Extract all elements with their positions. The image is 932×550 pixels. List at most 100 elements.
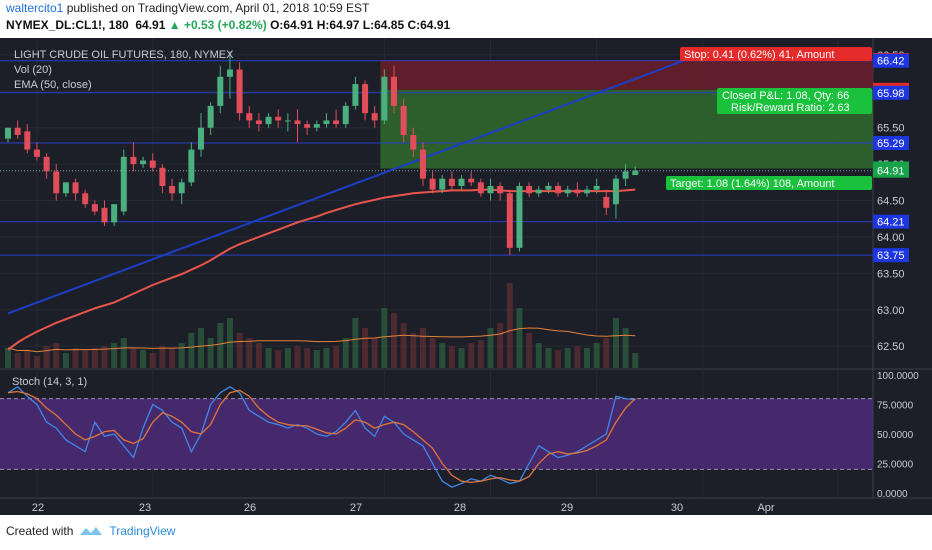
candle-body [632, 170, 639, 176]
candle-body [391, 76, 397, 106]
stop-label-box [680, 47, 872, 61]
pnl-box [717, 88, 872, 114]
candle-body [516, 185, 523, 248]
candle-body [169, 185, 176, 194]
candle-body [246, 113, 253, 121]
candle-body [82, 193, 89, 205]
volume-bar [448, 346, 455, 368]
candle-body [62, 182, 69, 194]
candle-body [612, 178, 619, 205]
indicator-vol-label: Vol (20) [14, 64, 52, 76]
candle-body [130, 156, 137, 165]
date-label: 27 [350, 502, 362, 514]
price-badge [873, 53, 909, 68]
candle-body [603, 196, 610, 208]
volume-bar [342, 338, 349, 368]
price-badge-label: 66.42 [877, 56, 905, 68]
volume-bar [410, 333, 417, 368]
candle-body [429, 178, 436, 190]
indicator-ema-label: EMA (50, close) [14, 79, 92, 91]
price-tick-label: 65.50 [877, 123, 905, 135]
candle-body [275, 116, 282, 121]
target-label-box [666, 176, 872, 190]
price-badge [873, 214, 909, 229]
candle-body [362, 84, 369, 114]
volume-bar [584, 348, 590, 368]
candle-body [265, 116, 272, 125]
price-axis-background [873, 38, 932, 515]
volume-bar [535, 343, 542, 368]
date-label: 29 [561, 502, 573, 514]
candle-body [14, 127, 21, 136]
price-chart[interactable]: LIGHT CRUDE OIL FUTURES, 180, NYMEX Vol (… [0, 38, 932, 515]
candle-body [294, 120, 301, 125]
price-tick-label: 64.50 [877, 196, 905, 208]
volume-bar [43, 346, 50, 368]
candle-body [111, 204, 118, 223]
candle-body [381, 76, 388, 121]
candle-body [313, 124, 320, 128]
candle-body [91, 204, 98, 212]
volume-bar [593, 343, 600, 368]
volume-bar [381, 308, 388, 368]
price-tick-label: 62.50 [877, 341, 905, 353]
symbol-label: NYMEX_DL:CL1!, 180 [6, 18, 129, 32]
created-with-text: Created with [6, 524, 74, 538]
volume-bar [246, 338, 253, 368]
price-badge-label: 65.98 [877, 88, 905, 100]
date-label: 22 [32, 502, 44, 514]
volume-ma-line [7, 327, 636, 353]
volume-bar [82, 350, 89, 368]
candle-body [477, 182, 484, 194]
volume-bar [313, 350, 320, 368]
candle-body [555, 185, 562, 194]
candle-body [487, 185, 494, 194]
candle-body [371, 113, 378, 121]
stoch-tick-label: 50.0000 [877, 430, 914, 441]
candle-body [149, 160, 156, 168]
volume-bar [564, 348, 571, 368]
ohlc-values: O:64.91 H:64.97 L:64.85 C:64.91 [270, 18, 451, 32]
author-link[interactable]: waltercito1 [6, 1, 64, 15]
volume-bar [5, 348, 11, 368]
volume-bar [149, 353, 156, 368]
target-label: Target: 1.08 (1.64%) 108, Amount [670, 178, 835, 190]
volume-bar [159, 346, 166, 368]
volume-bar [24, 350, 31, 368]
price-badge [873, 163, 909, 178]
volume-bar [198, 328, 204, 368]
date-label: 26 [244, 502, 256, 514]
stoch-tick-label: 100.0000 [877, 371, 919, 382]
volume-bar [284, 348, 291, 368]
date-label: 30 [671, 502, 683, 514]
candle-body [622, 171, 629, 179]
price-badge-label: 63.75 [877, 250, 905, 262]
volume-bar [294, 346, 301, 368]
candle-body [226, 69, 233, 77]
volume-bar [111, 343, 118, 368]
up-arrow-icon: ▲ [168, 18, 181, 32]
volume-bar [574, 346, 581, 368]
volume-bar [275, 350, 282, 368]
volume-bar [526, 333, 533, 368]
candle-body [284, 120, 291, 122]
price-badge [873, 136, 909, 151]
volume-bar [497, 323, 504, 368]
candle-body [564, 189, 571, 194]
tradingview-link[interactable]: TradingView [109, 524, 176, 538]
candle-body [304, 124, 311, 128]
volume-bar [255, 343, 262, 368]
price-change: +0.53 (+0.82%) [183, 18, 267, 32]
candle-body [419, 149, 426, 179]
candle-body [574, 189, 581, 194]
candle-body [53, 171, 60, 194]
publish-text: published on TradingView.com, April 01, … [63, 1, 370, 15]
price-badge-label: 64.21 [877, 217, 905, 229]
candle-body [43, 156, 50, 172]
candle-body [410, 135, 417, 150]
volume-bar [391, 313, 397, 368]
stop-zone [380, 60, 873, 90]
candle-body [448, 178, 455, 186]
volume-bar [226, 318, 233, 368]
candle-body [333, 120, 340, 125]
